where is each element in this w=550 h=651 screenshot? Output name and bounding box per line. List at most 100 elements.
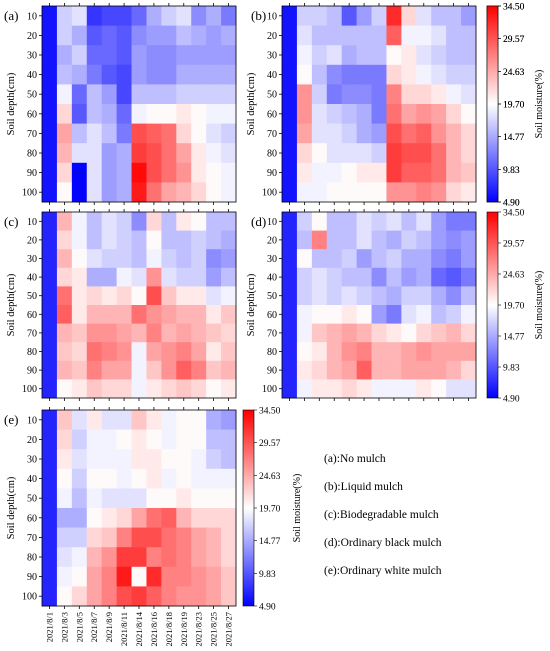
heatmap-cell xyxy=(56,64,73,85)
colorbar-tick-label: 4.90 xyxy=(503,395,520,405)
heatmap-cell xyxy=(101,25,118,46)
heatmap-cell xyxy=(101,45,118,66)
heatmap-cell xyxy=(461,84,477,105)
heatmap-cell xyxy=(56,212,73,231)
heatmap-cell xyxy=(401,305,417,324)
heatmap-cell xyxy=(116,249,132,269)
heatmap-cell xyxy=(431,379,447,399)
heatmap-cell xyxy=(146,449,162,470)
heatmap-cell xyxy=(206,547,222,568)
heatmap-cell xyxy=(282,162,298,183)
heatmap-cell xyxy=(161,6,177,26)
heatmap-cell xyxy=(326,379,343,399)
y-tick-label: 30 xyxy=(27,455,37,466)
heatmap-cell xyxy=(56,104,73,124)
heatmap-cell xyxy=(221,305,237,324)
heatmap-cell xyxy=(296,249,313,269)
heatmap-cell xyxy=(221,25,237,46)
heatmap-cell xyxy=(131,468,147,489)
colorbar-title: Soil moisture(%) xyxy=(534,271,545,340)
heatmap-cell xyxy=(161,143,177,164)
heatmap-cell xyxy=(356,212,372,231)
heatmap-cell xyxy=(431,45,447,66)
heatmap-cell xyxy=(206,143,222,164)
heatmap-cell xyxy=(71,267,88,287)
heatmap-cell xyxy=(386,25,402,46)
heatmap-cell xyxy=(71,410,88,430)
heatmap-cell xyxy=(371,104,387,124)
y-tick-label: 20 xyxy=(27,235,37,246)
heatmap-cell xyxy=(191,379,207,399)
heatmap-cell xyxy=(101,162,118,183)
heatmap-cell xyxy=(431,182,447,203)
heatmap-cell xyxy=(416,162,432,183)
heatmap-cell xyxy=(296,45,313,66)
heatmap-cell xyxy=(311,323,328,343)
colorbar-tick-label: 14.77 xyxy=(259,537,281,547)
heatmap-cell xyxy=(176,379,192,399)
heatmap-cell xyxy=(282,6,298,26)
heatmap-cell xyxy=(71,379,88,399)
heatmap-cell xyxy=(131,286,147,306)
heatmap-cell xyxy=(116,104,132,124)
heatmap-cell xyxy=(386,182,402,203)
x-tick-label: 2021/8/1 xyxy=(44,612,54,642)
heatmap-cell xyxy=(131,182,147,203)
heatmap-cell xyxy=(101,379,118,399)
heatmap-cell xyxy=(296,162,313,183)
heatmap-cell xyxy=(191,586,207,607)
heatmap-cell xyxy=(191,64,207,85)
heatmap-cell xyxy=(101,64,118,85)
heatmap-cell xyxy=(371,379,387,399)
heatmap-cell xyxy=(42,143,58,164)
heatmap-cell xyxy=(116,45,132,66)
heatmap-cell xyxy=(86,449,103,470)
heatmap-cell xyxy=(341,267,358,287)
y-tick-label: 20 xyxy=(267,235,277,246)
heatmap-cell xyxy=(86,527,103,548)
heatmap-cell xyxy=(416,305,432,324)
heatmap-cell xyxy=(431,230,447,250)
heatmap-cell xyxy=(296,25,313,46)
heatmap-cell xyxy=(401,286,417,306)
heatmap-cell xyxy=(86,547,103,568)
heatmap-cell xyxy=(401,84,417,105)
y-tick-label: 50 xyxy=(27,494,37,505)
heatmap-cell xyxy=(326,84,343,105)
heatmap-cell xyxy=(401,64,417,85)
y-tick-label: 80 xyxy=(267,149,277,160)
heatmap-cell xyxy=(56,323,73,343)
heatmap-cell xyxy=(446,286,462,306)
heatmap-cell xyxy=(221,212,237,231)
heatmap-cell xyxy=(161,527,177,548)
colorbar-tick-label: 4.90 xyxy=(503,199,520,209)
heatmap-cell xyxy=(341,182,358,203)
heatmap-cell xyxy=(296,182,313,203)
heatmap-cell xyxy=(42,64,58,85)
heatmap-cell xyxy=(221,488,237,509)
heatmap-cell xyxy=(131,449,147,470)
heatmap-cell xyxy=(42,212,58,231)
heatmap-cell xyxy=(116,84,132,105)
heatmap-cell xyxy=(311,104,328,124)
heatmap-cell xyxy=(401,104,417,124)
heatmap-cell xyxy=(461,212,477,231)
heatmap-cell xyxy=(131,323,147,343)
heatmap-cell xyxy=(161,249,177,269)
heatmap-cell xyxy=(146,104,162,124)
heatmap-cell xyxy=(326,212,343,231)
heatmap-cell xyxy=(116,449,132,470)
heatmap-cell xyxy=(161,586,177,607)
heatmap-cell xyxy=(386,230,402,250)
heatmap-cell xyxy=(131,547,147,568)
heatmap-cell xyxy=(326,182,343,203)
heatmap-cell xyxy=(101,323,118,343)
heatmap-cell xyxy=(146,379,162,399)
colorbar-tick-label: 14.77 xyxy=(503,133,525,143)
heatmap-cell xyxy=(206,84,222,105)
heatmap-cell xyxy=(282,212,298,231)
heatmap-cell xyxy=(131,508,147,528)
heatmap-cell xyxy=(416,143,432,164)
heatmap-cell xyxy=(86,286,103,306)
heatmap-cell xyxy=(86,104,103,124)
